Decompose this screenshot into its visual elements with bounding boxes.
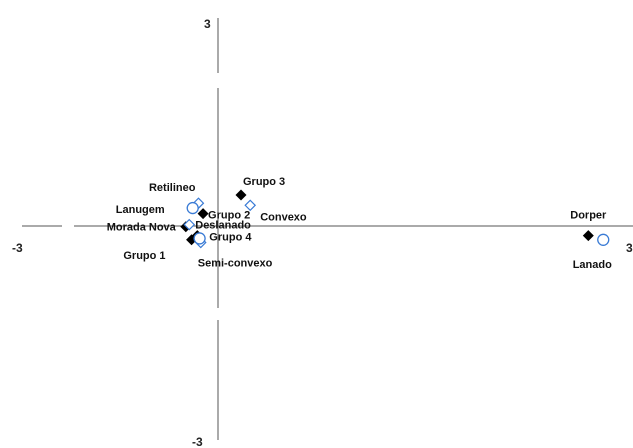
data-label: Lanado [573,259,612,271]
data-labels: Grupo 3 Grupo 2 Morada Nova Grupo 4 Grupo 1 D… [107,176,612,271]
data-label: Dorper [570,210,607,222]
data-label: Retilineo [149,182,196,194]
data-label: Lanugem [116,204,165,216]
open-diamond-point [183,218,196,231]
x-tick-min: -3 [12,241,23,255]
filled-diamond-point [197,208,209,220]
y-tick-max: 3 [204,17,211,31]
y-tick-min: -3 [192,435,203,448]
data-label: Grupo 2 [208,210,250,222]
open-circle-point [193,232,206,245]
data-label: Convexo [260,211,307,223]
data-label: Grupo 4 [209,232,252,244]
data-label: Grupo 1 [123,250,165,262]
data-label: Morada Nova [107,222,177,234]
open-circle-point [186,201,199,215]
open-diamond-point [244,199,257,212]
filled-diamond-point [582,230,594,242]
data-label: Deslanado [195,220,251,232]
data-label: Grupo 3 [243,176,285,188]
data-label: Semi-convexo [198,258,273,270]
open-circle-point [597,233,610,246]
x-tick-max: 3 [626,241,633,255]
filled-diamond-point [235,189,247,201]
data-marks [180,189,610,249]
